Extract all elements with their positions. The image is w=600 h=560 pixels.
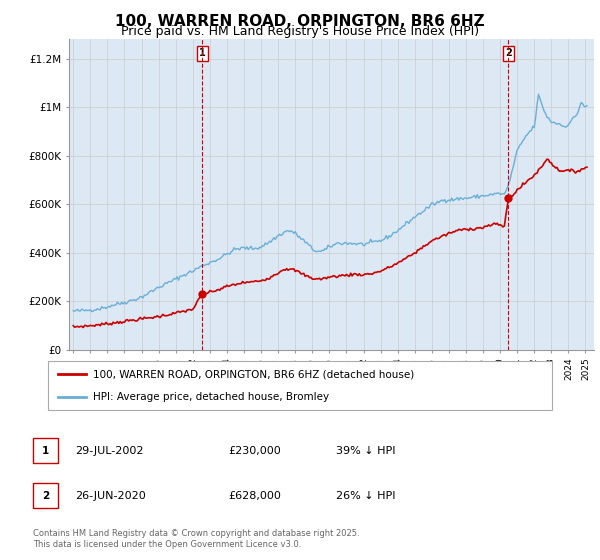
Text: 100, WARREN ROAD, ORPINGTON, BR6 6HZ: 100, WARREN ROAD, ORPINGTON, BR6 6HZ bbox=[115, 14, 485, 29]
Text: HPI: Average price, detached house, Bromley: HPI: Average price, detached house, Brom… bbox=[94, 392, 329, 402]
Text: Price paid vs. HM Land Registry's House Price Index (HPI): Price paid vs. HM Land Registry's House … bbox=[121, 25, 479, 38]
Text: 1: 1 bbox=[199, 48, 206, 58]
Text: Contains HM Land Registry data © Crown copyright and database right 2025.
This d: Contains HM Land Registry data © Crown c… bbox=[33, 529, 359, 549]
Text: 26% ↓ HPI: 26% ↓ HPI bbox=[336, 491, 395, 501]
Text: £230,000: £230,000 bbox=[228, 446, 281, 456]
Text: 39% ↓ HPI: 39% ↓ HPI bbox=[336, 446, 395, 456]
Text: 2: 2 bbox=[42, 491, 49, 501]
Text: 2: 2 bbox=[505, 48, 512, 58]
Text: £628,000: £628,000 bbox=[228, 491, 281, 501]
Text: 1: 1 bbox=[42, 446, 49, 456]
FancyBboxPatch shape bbox=[48, 361, 552, 410]
Text: 29-JUL-2002: 29-JUL-2002 bbox=[75, 446, 143, 456]
Text: 100, WARREN ROAD, ORPINGTON, BR6 6HZ (detached house): 100, WARREN ROAD, ORPINGTON, BR6 6HZ (de… bbox=[94, 370, 415, 379]
Text: 26-JUN-2020: 26-JUN-2020 bbox=[75, 491, 146, 501]
